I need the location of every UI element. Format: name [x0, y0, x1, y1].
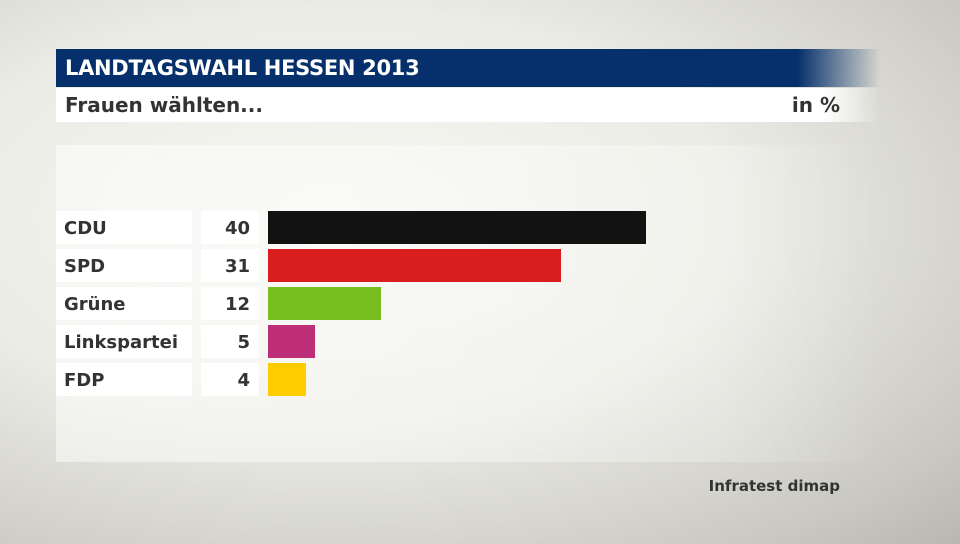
- value-label: 40: [201, 211, 259, 244]
- category-label: Linkspartei: [56, 325, 192, 358]
- bar: [268, 211, 646, 244]
- value-label: 12: [201, 287, 259, 320]
- chart-panel: [56, 145, 880, 462]
- bar: [268, 249, 561, 282]
- bar: [268, 325, 316, 358]
- bar: [268, 287, 382, 320]
- category-label: FDP: [56, 363, 192, 396]
- value-label: 31: [201, 249, 259, 282]
- source-label: Infratest dimap: [708, 477, 840, 495]
- chart-subtitle: Frauen wählten... in %: [56, 88, 880, 122]
- value-label: 4: [201, 363, 259, 396]
- bar: [268, 363, 306, 396]
- category-label: Grüne: [56, 287, 192, 320]
- category-label: SPD: [56, 249, 192, 282]
- unit-label: in %: [791, 93, 840, 117]
- value-label: 5: [201, 325, 259, 358]
- category-label: CDU: [56, 211, 192, 244]
- subtitle-text: Frauen wählten...: [65, 93, 263, 117]
- chart-title: LANDTAGSWAHL HESSEN 2013: [56, 49, 880, 87]
